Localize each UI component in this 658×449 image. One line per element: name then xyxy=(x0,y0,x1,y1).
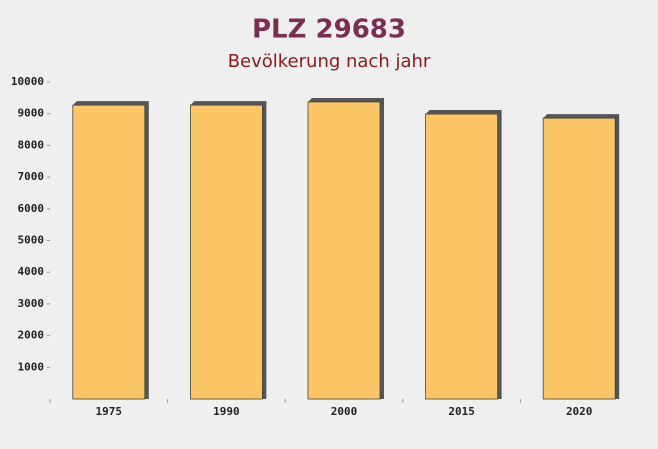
bar xyxy=(189,104,263,400)
bar xyxy=(425,113,499,400)
bar xyxy=(542,117,616,400)
y-tick-label: 7000 xyxy=(18,170,45,183)
bar xyxy=(72,104,146,400)
chart-subtitle: Bevölkerung nach jahr xyxy=(228,51,431,72)
y-tick-label: 2000 xyxy=(18,329,45,342)
y-tick-label: 5000 xyxy=(18,234,45,247)
bar xyxy=(307,101,381,400)
y-tick-label: 6000 xyxy=(18,202,45,215)
y-tick-label: 10000 xyxy=(11,75,44,88)
x-tick-label: 2020 xyxy=(566,405,593,418)
x-tick-label: 1975 xyxy=(96,405,123,418)
x-tick-label: 2015 xyxy=(448,405,475,418)
y-tick-label: 8000 xyxy=(18,138,45,151)
y-tick-label: 4000 xyxy=(18,265,45,278)
y-tick-label: 3000 xyxy=(18,297,45,310)
y-tick-label: 1000 xyxy=(18,360,45,373)
chart-title: PLZ 29683 xyxy=(252,15,406,45)
x-tick-label: 2000 xyxy=(331,405,358,418)
y-tick-label: 9000 xyxy=(18,107,45,120)
x-tick-label: 1990 xyxy=(213,405,240,418)
